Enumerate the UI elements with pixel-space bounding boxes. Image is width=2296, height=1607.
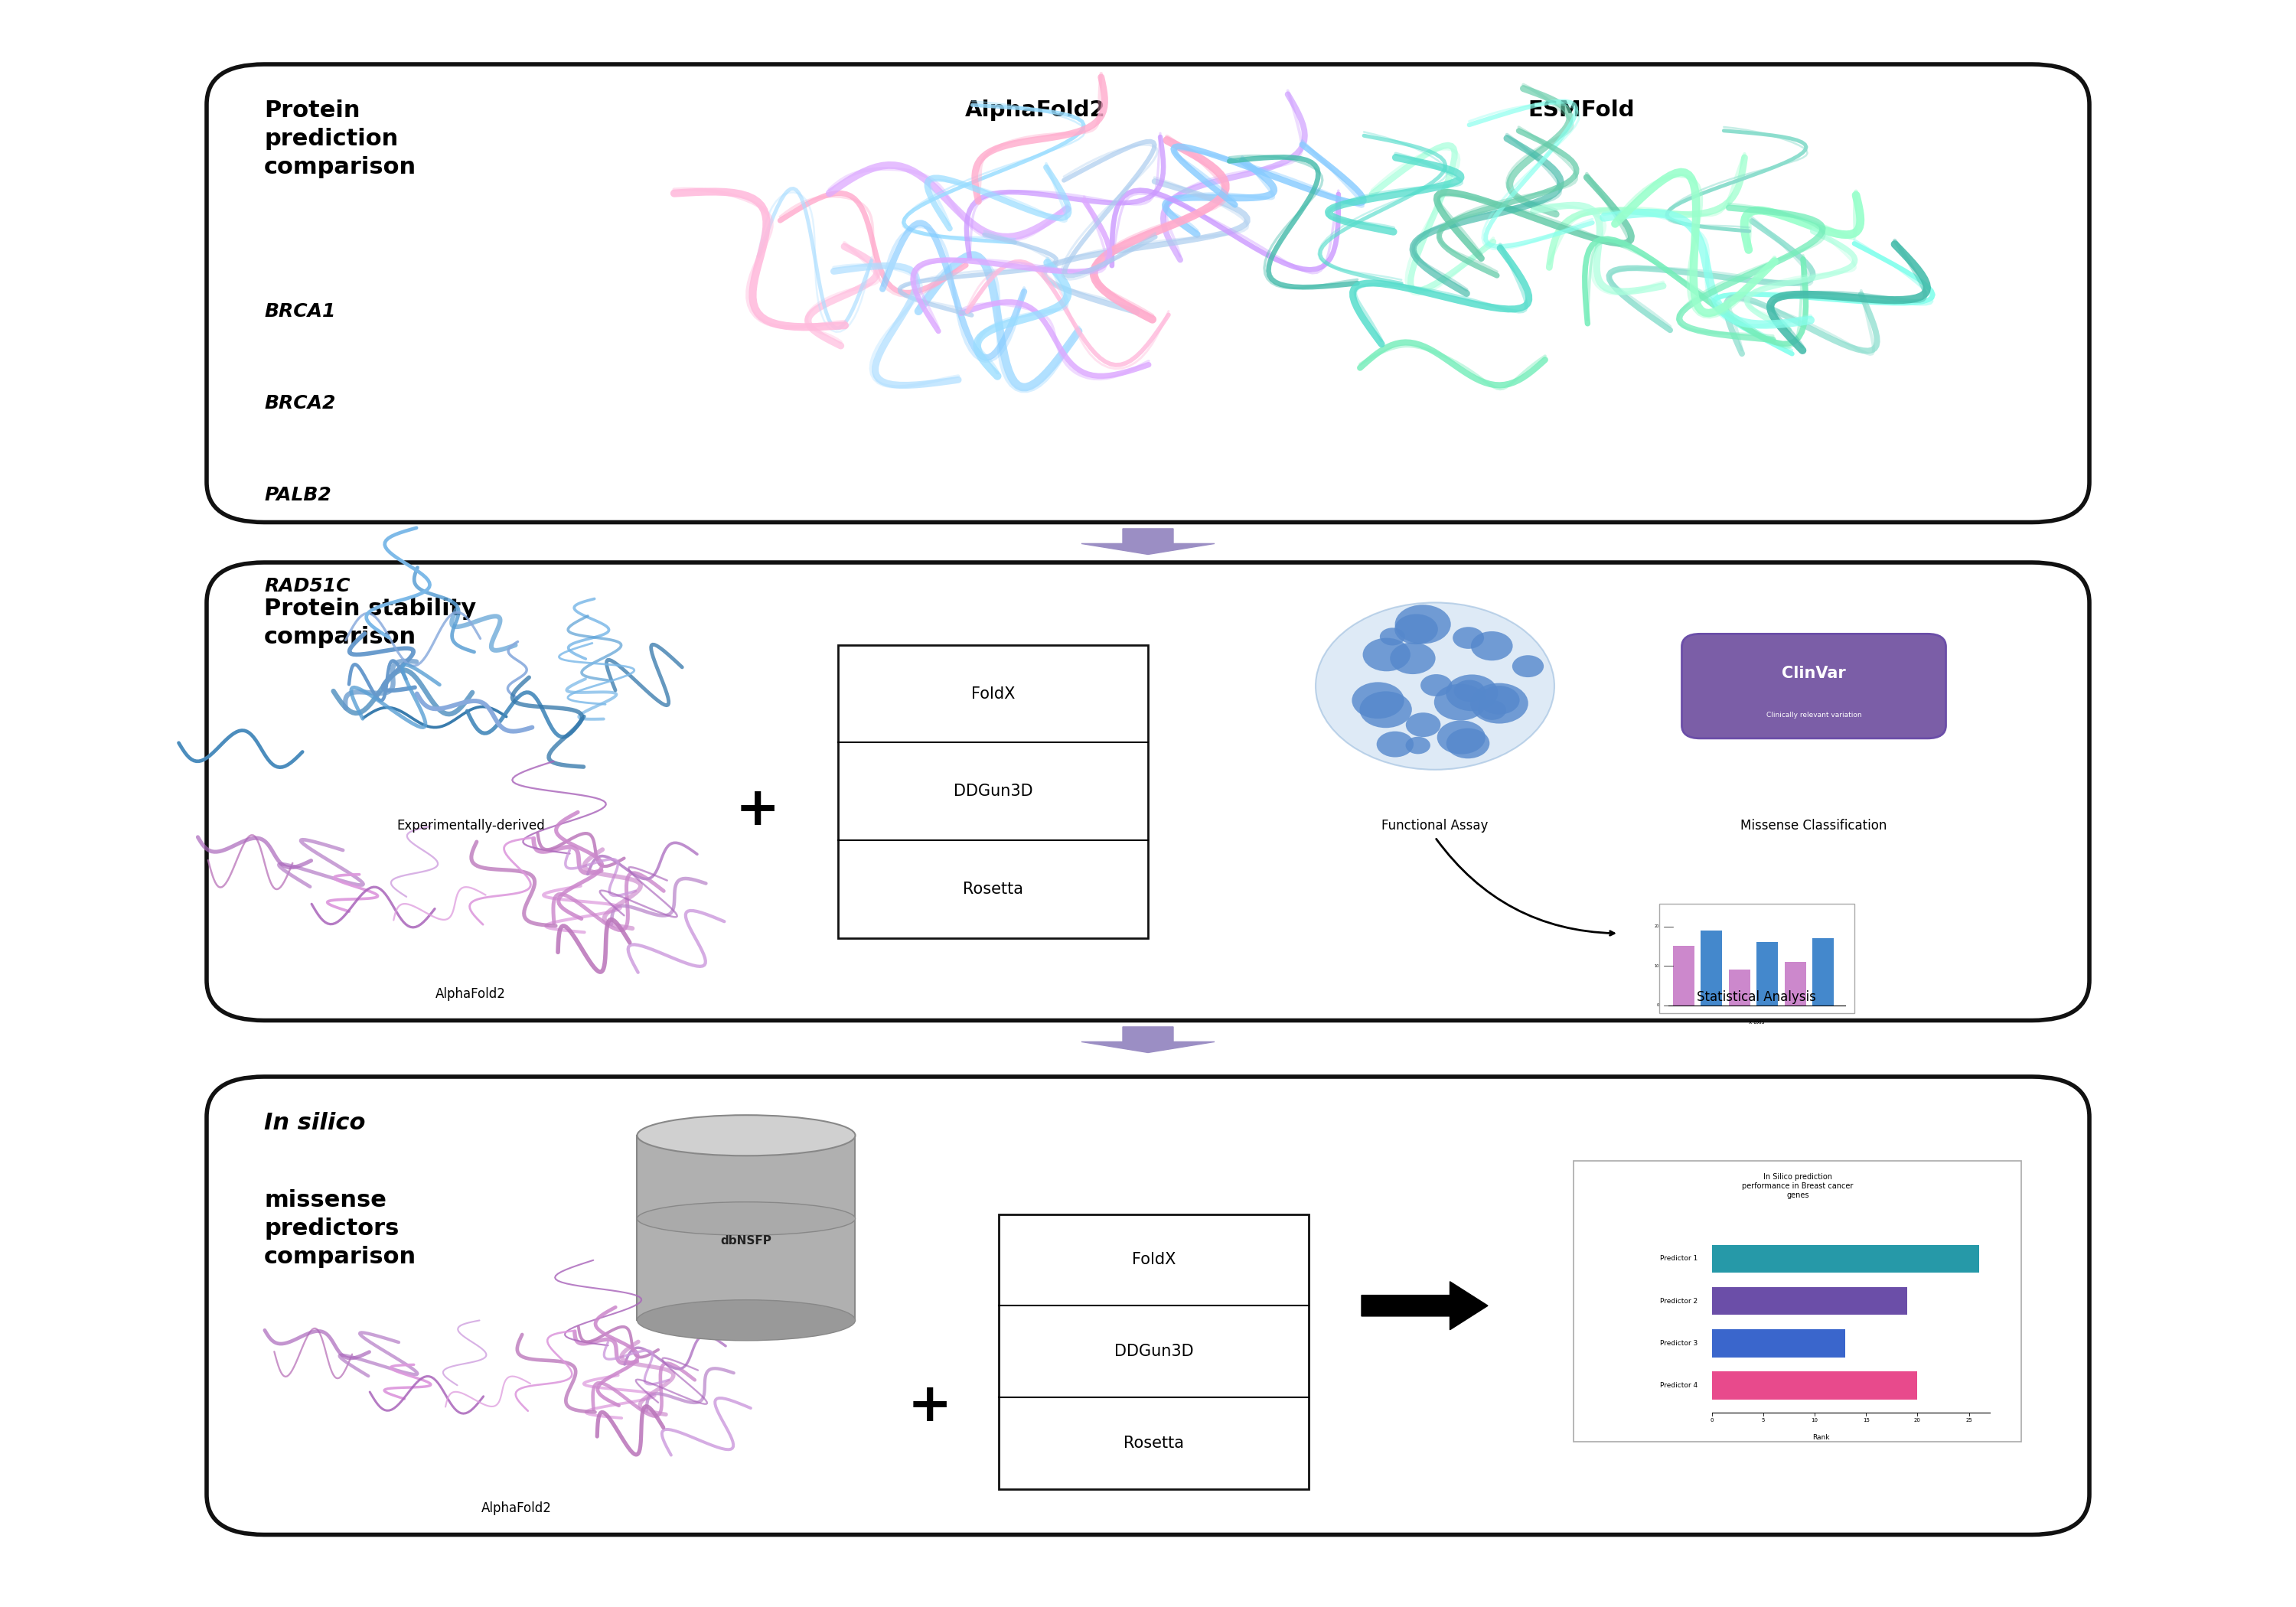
- Circle shape: [1435, 685, 1486, 720]
- Text: ESMFold: ESMFold: [1527, 100, 1635, 121]
- Text: Predictor 2: Predictor 2: [1660, 1297, 1697, 1305]
- FancyArrow shape: [1081, 1027, 1215, 1053]
- Text: In silico: In silico: [264, 1112, 365, 1135]
- Circle shape: [1359, 691, 1412, 728]
- Circle shape: [1405, 736, 1430, 754]
- Circle shape: [1446, 728, 1490, 759]
- Text: Clinically relevant variation: Clinically relevant variation: [1766, 712, 1862, 718]
- Text: In Silico prediction
performance in Breast cancer
genes: In Silico prediction performance in Brea…: [1743, 1173, 1853, 1199]
- Circle shape: [1453, 680, 1486, 702]
- Text: AlphaFold2: AlphaFold2: [482, 1501, 551, 1515]
- Text: 0: 0: [1655, 1003, 1658, 1008]
- Circle shape: [1352, 681, 1405, 718]
- Text: Rank: Rank: [1812, 1433, 1830, 1440]
- Text: Predictor 1: Predictor 1: [1660, 1255, 1697, 1261]
- Text: Functional Assay: Functional Assay: [1382, 820, 1488, 832]
- Text: BRCA1: BRCA1: [264, 302, 335, 321]
- Ellipse shape: [636, 1300, 854, 1340]
- Text: x axis: x axis: [1750, 1020, 1763, 1024]
- Text: DDGun3D: DDGun3D: [953, 784, 1033, 799]
- Bar: [1711, 1287, 1908, 1315]
- FancyArrow shape: [1362, 1282, 1488, 1331]
- Bar: [1701, 930, 1722, 1006]
- Text: Statistical Analysis: Statistical Analysis: [1697, 990, 1816, 1004]
- Text: Rosetta: Rosetta: [1123, 1435, 1185, 1451]
- Circle shape: [1405, 712, 1440, 738]
- Text: Experimentally-derived: Experimentally-derived: [397, 820, 544, 832]
- Bar: [1711, 1371, 1917, 1400]
- Text: 0: 0: [1711, 1417, 1713, 1422]
- Text: AlphaFold2: AlphaFold2: [436, 987, 505, 1001]
- Text: RAD51C: RAD51C: [264, 577, 349, 596]
- Circle shape: [1453, 627, 1483, 649]
- Bar: [1671, 947, 1694, 1006]
- Circle shape: [1389, 643, 1435, 675]
- Text: 5: 5: [1761, 1417, 1766, 1422]
- Text: 25: 25: [1965, 1417, 1972, 1422]
- Circle shape: [1378, 731, 1414, 757]
- Text: BRCA2: BRCA2: [264, 394, 335, 413]
- FancyBboxPatch shape: [207, 562, 2089, 1020]
- Text: dbNSFP: dbNSFP: [721, 1236, 771, 1247]
- Text: +: +: [907, 1380, 953, 1432]
- Circle shape: [1394, 614, 1437, 644]
- Bar: [1756, 942, 1777, 1006]
- Text: 15: 15: [1862, 1417, 1869, 1422]
- Text: 10: 10: [1812, 1417, 1818, 1422]
- Circle shape: [1479, 701, 1506, 720]
- Text: 10: 10: [1653, 964, 1658, 967]
- FancyBboxPatch shape: [207, 1077, 2089, 1535]
- Text: 20: 20: [1653, 924, 1658, 929]
- Text: 20: 20: [1915, 1417, 1922, 1422]
- Text: DDGun3D: DDGun3D: [1114, 1343, 1194, 1360]
- Text: PALB2: PALB2: [264, 485, 331, 505]
- Bar: [1573, 1160, 2020, 1441]
- Bar: [636, 1136, 854, 1321]
- Circle shape: [1380, 628, 1405, 646]
- Bar: [1729, 969, 1750, 1006]
- Ellipse shape: [636, 1115, 854, 1155]
- Circle shape: [1364, 638, 1410, 672]
- Circle shape: [1446, 675, 1497, 712]
- FancyArrow shape: [1081, 529, 1215, 554]
- Bar: [1711, 1245, 1979, 1273]
- Text: Predictor 3: Predictor 3: [1660, 1340, 1697, 1347]
- Circle shape: [1472, 632, 1513, 660]
- Bar: [999, 1215, 1309, 1488]
- Circle shape: [1479, 686, 1520, 715]
- Bar: [838, 644, 1148, 938]
- Circle shape: [1513, 656, 1543, 677]
- FancyBboxPatch shape: [1681, 633, 1945, 738]
- Text: FoldX: FoldX: [971, 686, 1015, 701]
- Text: missense
predictors
comparison: missense predictors comparison: [264, 1189, 416, 1268]
- Bar: [1658, 905, 1855, 1014]
- Text: Missense Classification: Missense Classification: [1740, 820, 1887, 832]
- Text: FoldX: FoldX: [1132, 1252, 1176, 1268]
- Circle shape: [1469, 683, 1529, 723]
- Text: Rosetta: Rosetta: [962, 882, 1024, 897]
- Circle shape: [1421, 675, 1451, 696]
- Bar: [1784, 963, 1807, 1006]
- FancyBboxPatch shape: [207, 64, 2089, 522]
- Circle shape: [1396, 604, 1451, 644]
- Text: +: +: [735, 784, 781, 836]
- Bar: [1711, 1329, 1846, 1358]
- Ellipse shape: [636, 1202, 854, 1236]
- Text: Predictor 4: Predictor 4: [1660, 1382, 1697, 1388]
- Circle shape: [1316, 603, 1554, 770]
- Text: Protein stability
comparison: Protein stability comparison: [264, 598, 475, 648]
- Text: ClinVar: ClinVar: [1782, 665, 1846, 681]
- Text: AlphaFold2: AlphaFold2: [964, 100, 1104, 121]
- Text: Protein
prediction
comparison: Protein prediction comparison: [264, 100, 416, 178]
- Bar: [1812, 938, 1835, 1006]
- Circle shape: [1437, 720, 1486, 754]
